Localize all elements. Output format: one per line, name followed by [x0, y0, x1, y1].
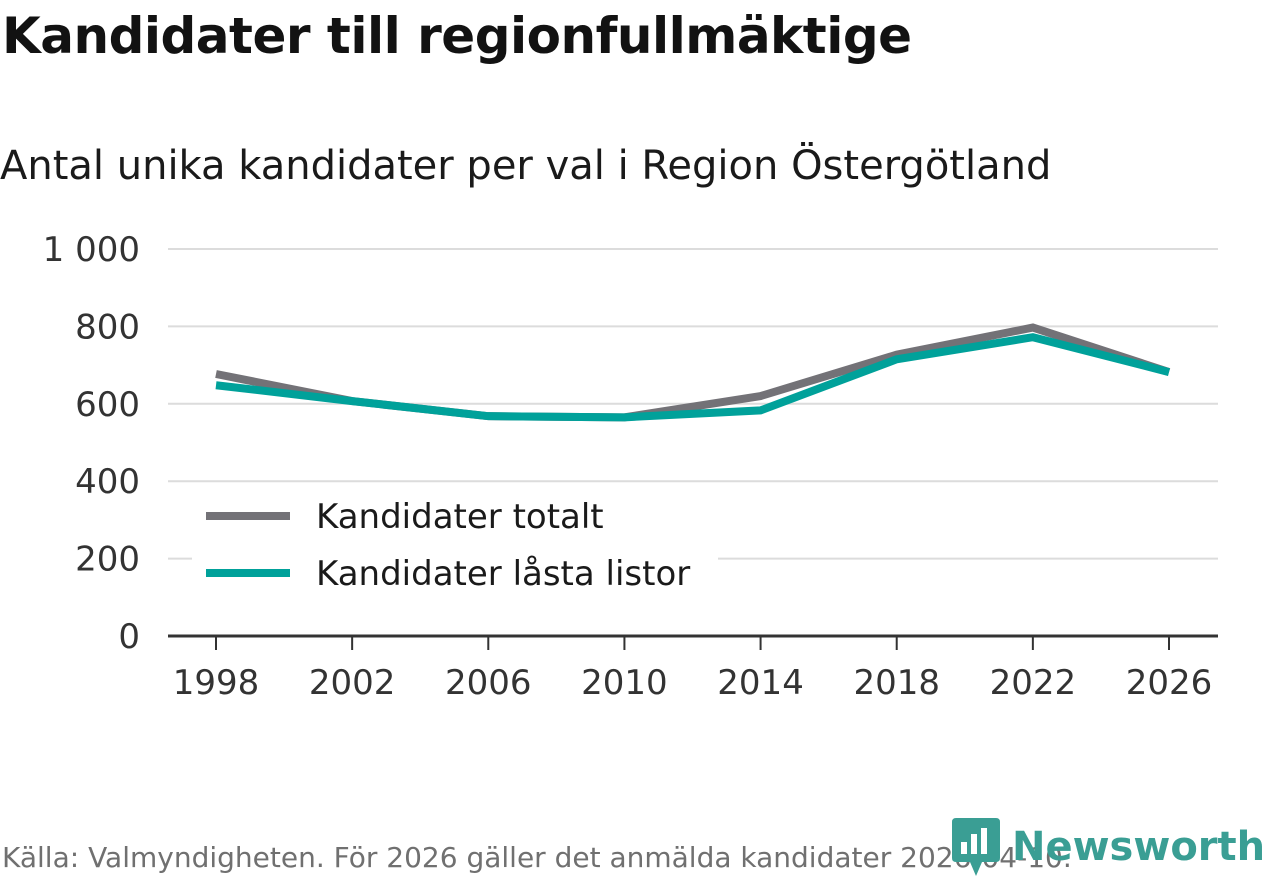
legend-label-1: Kandidater totalt — [316, 497, 604, 537]
x-axis: 1998 2002 2006 2010 2014 2018 2022 2026 — [168, 634, 1218, 703]
series-line-2 — [215, 333, 1170, 422]
chart-subtitle: Antal unika kandidater per val i Region … — [0, 143, 1052, 189]
bar-chart-logo-icon — [952, 818, 1000, 876]
source-note: Källa: Valmyndigheten. För 2026 gäller d… — [2, 841, 1072, 874]
series-lines — [215, 323, 1171, 422]
y-tick-label: 0 — [118, 617, 140, 657]
y-tick-label: 600 — [75, 385, 140, 425]
x-tick-label: 2022 — [990, 663, 1077, 703]
y-tick-label: 200 — [75, 540, 140, 580]
x-tick-label: 2002 — [309, 663, 396, 703]
x-tick-label: 2026 — [1126, 663, 1213, 703]
x-tick-label: 2018 — [853, 663, 940, 703]
legend-label-2: Kandidater låsta listor — [316, 554, 690, 594]
x-tick-label: 2014 — [717, 663, 804, 703]
legend-background — [192, 484, 718, 606]
y-axis-labels: 0 200 400 600 800 1 000 — [43, 230, 140, 657]
brand-name: Newsworthy — [1012, 824, 1262, 870]
legend: Kandidater totalt Kandidater låsta listor — [192, 484, 718, 606]
y-tick-label: 400 — [75, 462, 140, 502]
line-chart: 0 200 400 600 800 1 000 1998 2002 2006 2010 2014 2… — [43, 230, 1218, 703]
y-tick-label: 1 000 — [43, 230, 140, 270]
y-tick-label: 800 — [75, 307, 140, 347]
chart-title: Kandidater till regionfullmäktige — [2, 7, 912, 65]
brand-logo: Newsworthy — [952, 818, 1262, 876]
x-tick-label: 2010 — [581, 663, 668, 703]
x-tick-label: 1998 — [173, 663, 260, 703]
x-tick-label: 2006 — [445, 663, 532, 703]
